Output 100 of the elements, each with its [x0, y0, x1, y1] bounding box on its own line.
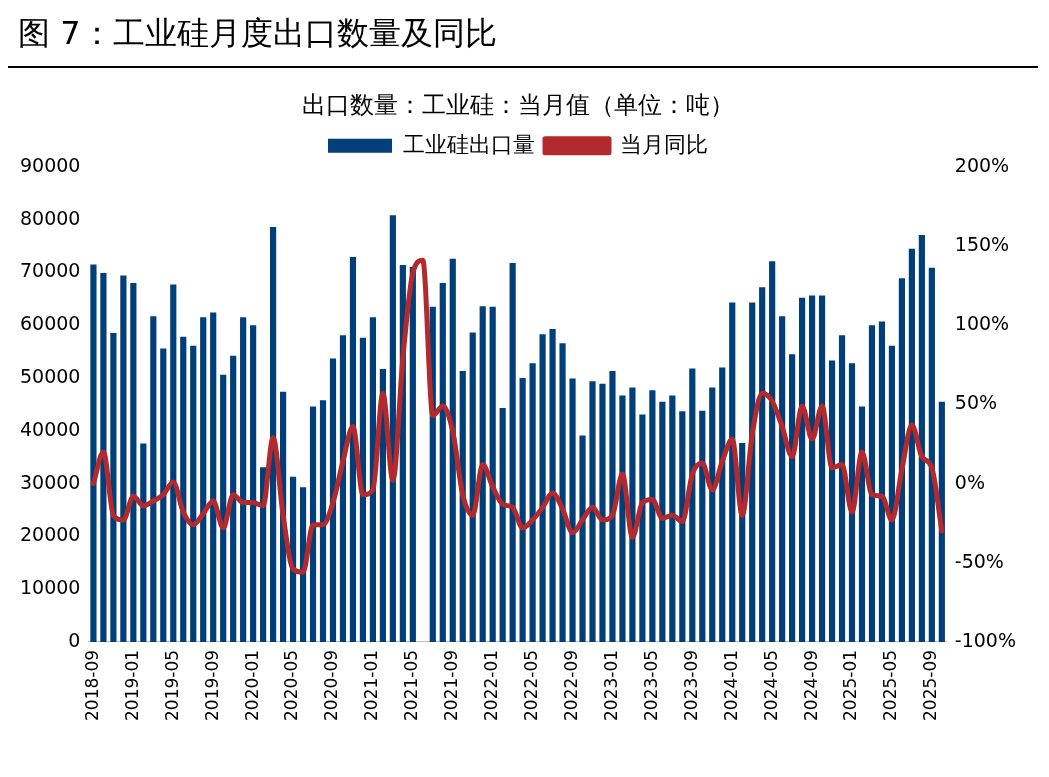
- bar: [270, 226, 277, 642]
- bar: [120, 275, 127, 642]
- bar: [888, 345, 896, 642]
- bar: [639, 414, 646, 642]
- bar: [359, 337, 367, 642]
- y2-tick-label: -100%: [954, 628, 1017, 651]
- y-tick-label: 60000: [19, 312, 81, 335]
- y2-tick-label: -50%: [954, 549, 1004, 572]
- x-tick-label: 2019-01: [121, 649, 142, 721]
- bar: [329, 358, 337, 642]
- bar: [669, 395, 676, 642]
- bar: [349, 257, 357, 642]
- bar: [319, 400, 327, 642]
- y-tick-label: 50000: [19, 364, 81, 387]
- bar: [709, 387, 716, 642]
- chart-title: 图 7：工业硅月度出口数量及同比: [8, 8, 1038, 68]
- bar: [499, 408, 506, 642]
- x-tick-label: 2020-09: [321, 649, 342, 721]
- bar: [918, 234, 925, 642]
- legend-label: 当月同比: [620, 131, 708, 157]
- x-tick-label: 2021-05: [401, 649, 422, 721]
- bar: [439, 282, 446, 642]
- bar: [489, 306, 496, 642]
- bar: [100, 272, 107, 642]
- bar: [679, 411, 686, 642]
- x-tick-label: 2021-01: [361, 649, 382, 721]
- bar: [409, 267, 416, 642]
- bar: [878, 321, 886, 642]
- bar: [769, 261, 776, 642]
- bar: [799, 297, 806, 642]
- bar: [759, 287, 766, 642]
- x-tick-label: 2020-01: [241, 649, 262, 721]
- bar: [818, 295, 826, 642]
- x-tick-label: 2023-05: [640, 649, 661, 721]
- x-tick-label: 2020-05: [281, 649, 302, 721]
- bar: [569, 378, 576, 642]
- bar: [210, 312, 217, 642]
- x-tick-label: 2024-01: [720, 649, 741, 721]
- bar: [828, 360, 836, 642]
- legend-label: 工业硅出口量: [403, 131, 535, 157]
- bar: [599, 383, 606, 642]
- bar: [150, 316, 157, 642]
- bar: [868, 325, 876, 642]
- bar: [699, 410, 706, 642]
- bar: [619, 395, 626, 642]
- x-tick-label: 2022-05: [521, 649, 542, 721]
- bar: [649, 390, 656, 642]
- x-tick-label: 2023-01: [600, 649, 621, 721]
- x-tick-label: 2025-05: [880, 649, 901, 721]
- y2-tick-label: 50%: [954, 391, 998, 414]
- bar: [479, 306, 486, 642]
- y2-tick-label: 0%: [954, 470, 985, 493]
- bar: [629, 387, 636, 642]
- bar: [928, 267, 935, 642]
- y-tick-label: 80000: [19, 206, 81, 229]
- x-tick-label: 2018-09: [81, 649, 102, 721]
- bar: [838, 335, 846, 642]
- bar: [789, 354, 796, 642]
- bar: [140, 443, 147, 642]
- bar: [250, 325, 257, 642]
- x-tick-label: 2022-09: [560, 649, 581, 721]
- bar: [180, 336, 187, 642]
- x-tick-label: 2025-01: [840, 649, 861, 721]
- bar: [589, 381, 596, 642]
- bar: [659, 401, 666, 642]
- bar: [609, 371, 616, 642]
- bar: [170, 284, 177, 642]
- bar: [240, 317, 247, 642]
- bar: [848, 363, 856, 642]
- x-tick-label: 2021-09: [441, 649, 462, 721]
- y-tick-label: 30000: [19, 470, 81, 493]
- y2-tick-label: 200%: [954, 153, 1010, 176]
- bar: [539, 334, 546, 642]
- bar: [339, 335, 347, 642]
- y-tick-label: 70000: [19, 259, 81, 282]
- bar: [110, 333, 117, 642]
- bar: [289, 476, 297, 642]
- bar: [549, 328, 556, 642]
- bar: [808, 295, 816, 642]
- bar: [908, 248, 915, 642]
- x-tick-label: 2025-09: [920, 649, 941, 721]
- bar: [309, 406, 317, 642]
- x-tick-label: 2019-09: [201, 649, 222, 721]
- x-tick-label: 2023-09: [680, 649, 701, 721]
- bar: [200, 317, 207, 642]
- bar: [469, 332, 476, 642]
- y-tick-label: 0: [68, 628, 81, 651]
- x-tick-label: 2024-09: [800, 649, 821, 721]
- bar: [449, 258, 456, 642]
- bar: [529, 363, 536, 642]
- bar: [190, 345, 197, 642]
- bar: [779, 316, 786, 642]
- bar: [130, 282, 137, 642]
- y-tick-label: 90000: [19, 153, 81, 176]
- bar: [220, 374, 227, 642]
- y-tick-label: 10000: [19, 576, 81, 599]
- bar: [90, 264, 97, 642]
- bar: [559, 343, 566, 642]
- x-tick-label: 2022-01: [481, 649, 502, 721]
- bar: [719, 367, 726, 642]
